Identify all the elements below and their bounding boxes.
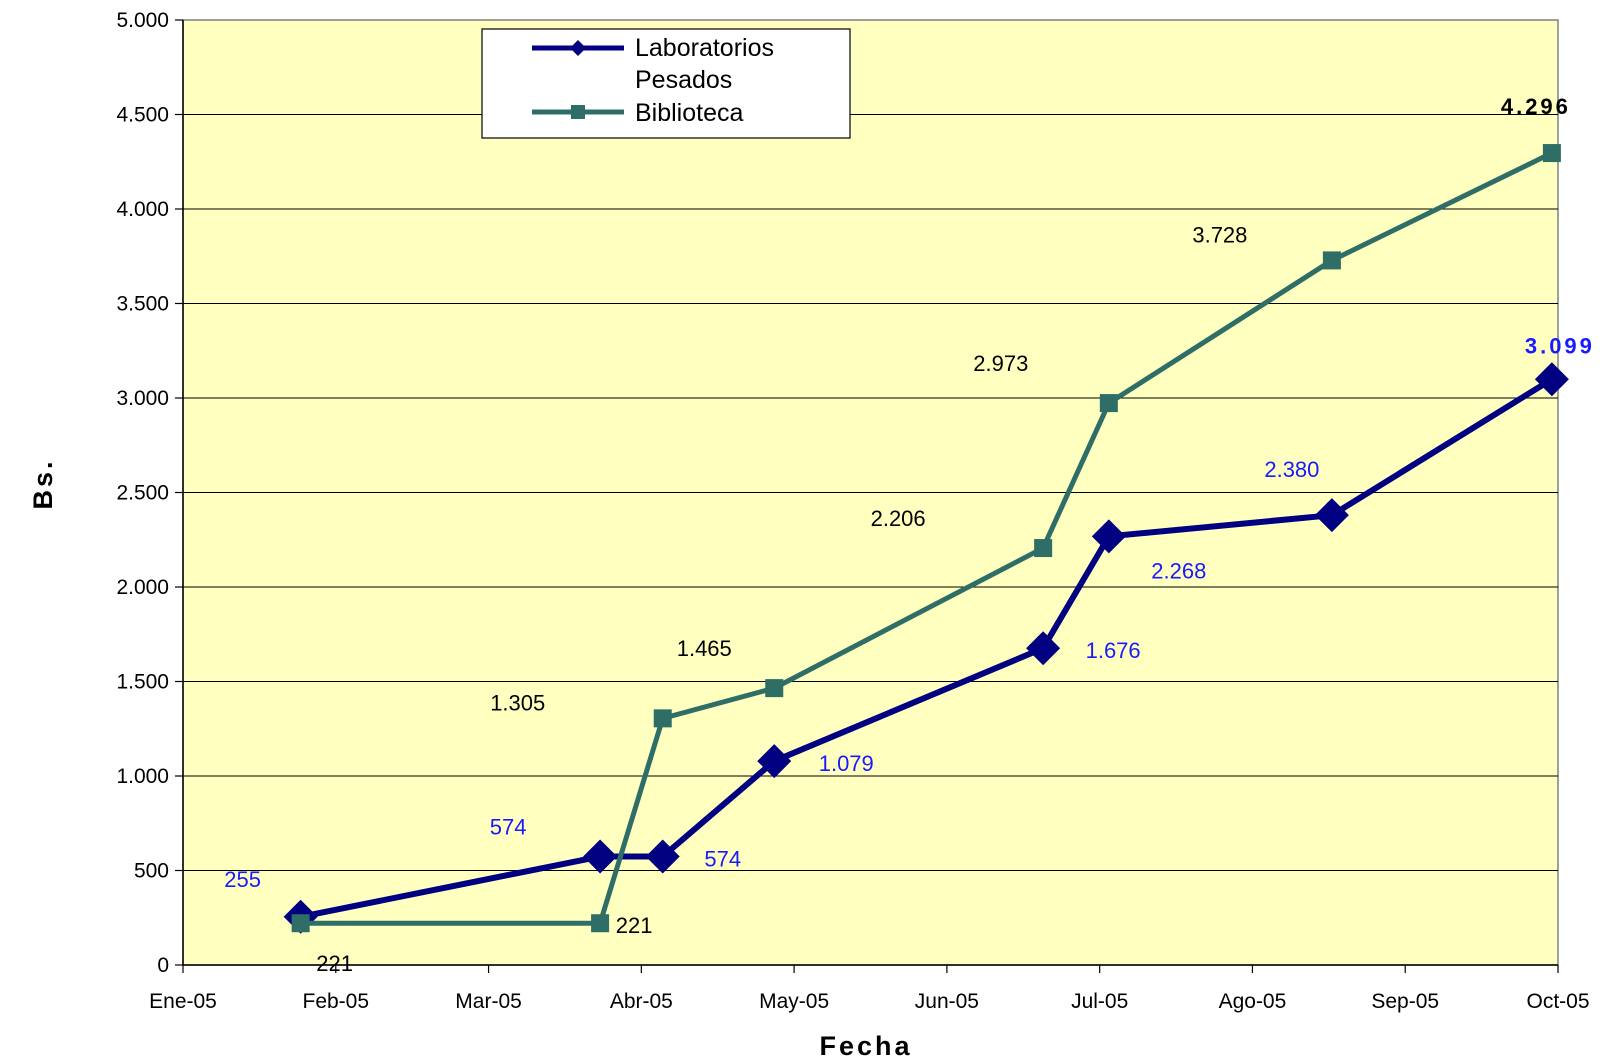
data-point-square: [291, 914, 310, 933]
y-tick-label: 1.500: [116, 671, 169, 694]
x-tick-label: Jun-05: [915, 990, 979, 1013]
x-tick-label: Oct-05: [1526, 990, 1589, 1013]
legend-label: Biblioteca: [635, 99, 743, 127]
y-tick-label: 3.000: [116, 387, 169, 410]
data-label: 1.305: [490, 690, 545, 715]
y-tick-label: 4.000: [116, 198, 169, 221]
data-point-diamond: [757, 744, 792, 779]
data-label: 255: [224, 867, 261, 892]
x-axis-title: Fecha: [819, 1031, 912, 1061]
data-point-diamond: [645, 839, 680, 874]
y-tick-label: 2.500: [116, 482, 169, 505]
data-point-square: [1542, 144, 1561, 163]
series-group: [283, 144, 1569, 934]
y-tick-label: 5.000: [116, 9, 169, 32]
data-label: 2.206: [871, 506, 926, 531]
x-tick-label: Jul-05: [1071, 990, 1128, 1013]
y-tick-label: 3.500: [116, 293, 169, 316]
x-tick-label: Mar-05: [455, 990, 522, 1013]
x-tick-label: Abr-05: [610, 990, 673, 1013]
y-tick-label: 0: [157, 954, 169, 977]
legend: Laboratorios Pesados Biblioteca: [481, 28, 851, 139]
data-label: 2.973: [973, 351, 1028, 376]
y-tick-label: 2.000: [116, 576, 169, 599]
data-label: 2.380: [1264, 457, 1319, 482]
plot-area: [182, 19, 1559, 966]
x-tick-label: May-05: [759, 990, 829, 1013]
data-label: 221: [316, 951, 353, 976]
data-labels: 255 574 574 1.079 1.676 2.268 2.380 3.099 221 221…: [224, 94, 1595, 976]
data-label: 221: [616, 913, 653, 938]
data-point-diamond: [1534, 362, 1569, 397]
data-point-square: [653, 709, 672, 728]
data-label: 4.296: [1501, 94, 1571, 119]
y-axis-title: Bs.: [28, 458, 58, 509]
data-point-square: [1099, 394, 1118, 413]
legend-label: Laboratorios: [635, 34, 774, 62]
data-point-square: [591, 914, 610, 933]
x-tick-label: Ene-05: [149, 990, 217, 1013]
y-tick-label: 1.000: [116, 765, 169, 788]
data-point-diamond: [583, 839, 618, 874]
data-label: 3.099: [1525, 333, 1595, 358]
legend-swatch-square: [571, 105, 585, 119]
data-label: 574: [704, 847, 741, 872]
data-label: 1.079: [819, 751, 874, 776]
data-label: 574: [490, 815, 527, 840]
series-line-biblioteca: [300, 150, 1553, 926]
x-tick-label: Ago-05: [1219, 990, 1287, 1013]
data-label: 1.465: [677, 636, 732, 661]
legend-label: Pesados: [635, 66, 732, 94]
data-point-square: [765, 679, 784, 698]
data-point-square: [1322, 251, 1341, 270]
x-tick-label: Feb-05: [303, 990, 370, 1013]
x-tick-label: Sep-05: [1371, 990, 1439, 1013]
data-label: 1.676: [1086, 638, 1141, 663]
data-label: 2.268: [1151, 558, 1206, 583]
data-point-diamond: [1091, 519, 1126, 554]
data-label: 3.728: [1192, 222, 1247, 247]
data-point-diamond: [1026, 631, 1061, 666]
data-point-square: [1034, 539, 1053, 558]
legend-swatch-diamond: [570, 40, 586, 56]
data-point-diamond: [1314, 498, 1349, 533]
axes: 0 500 1.000 1.500 2.000 2.500 3.000 3.500 4.000 4…: [116, 9, 1589, 1013]
y-tick-label: 4.500: [116, 104, 169, 127]
y-tick-label: 500: [134, 860, 169, 883]
